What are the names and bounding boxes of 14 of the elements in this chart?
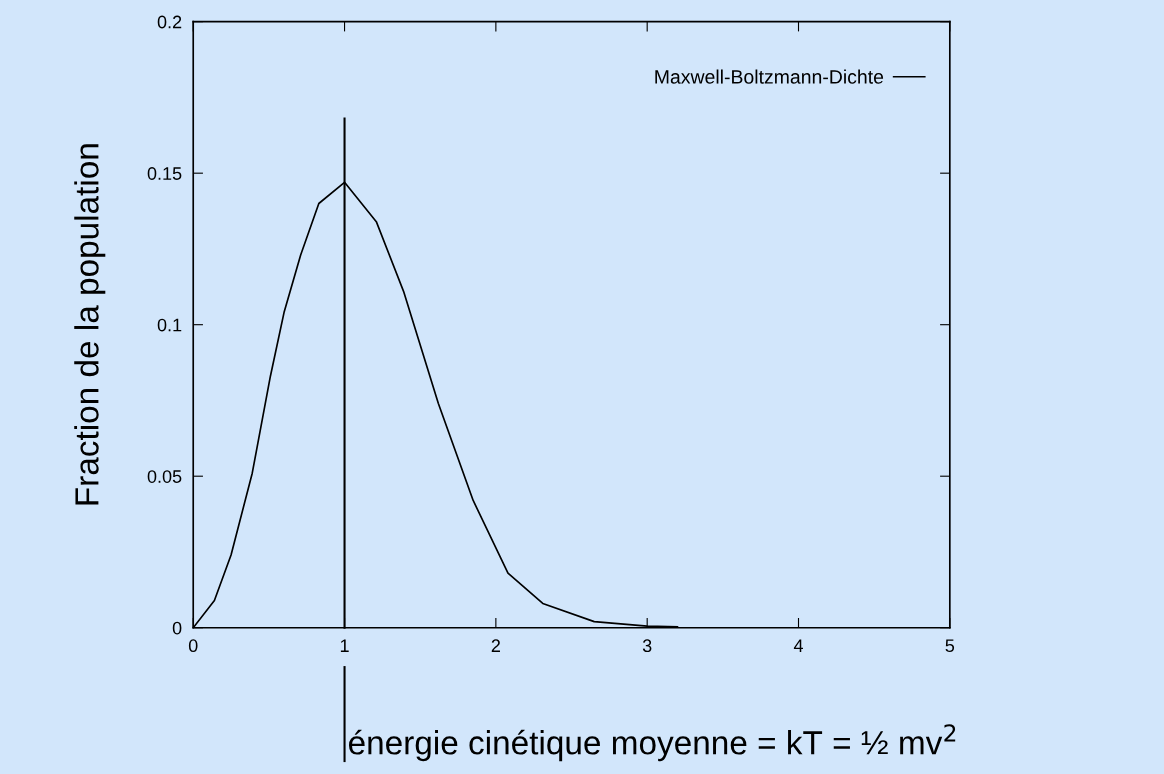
- y-tick-label: 0.05: [147, 470, 182, 483]
- x-tick-label: 5: [945, 639, 955, 653]
- x-tick-label: 4: [793, 639, 803, 652]
- y-tick-label: 0.2: [157, 15, 182, 29]
- legend-label: Maxwell-Boltzmann-Dichte: [655, 69, 884, 84]
- y-axis-title: Fraction de la population: [74, 144, 106, 505]
- ref-line-label: énergie cinétique moyenne = kT = ½ mv$^{2}$: [348, 724, 956, 762]
- x-tick-label: 0: [188, 639, 198, 653]
- x-tick-label: 3: [642, 639, 652, 653]
- y-tick-label: 0.15: [147, 167, 182, 180]
- x-tick-label: 2: [491, 639, 500, 652]
- x-tick-label: 1: [340, 639, 349, 652]
- y-tick-label: 0: [172, 621, 182, 635]
- y-tick-label: 0.1: [157, 318, 182, 332]
